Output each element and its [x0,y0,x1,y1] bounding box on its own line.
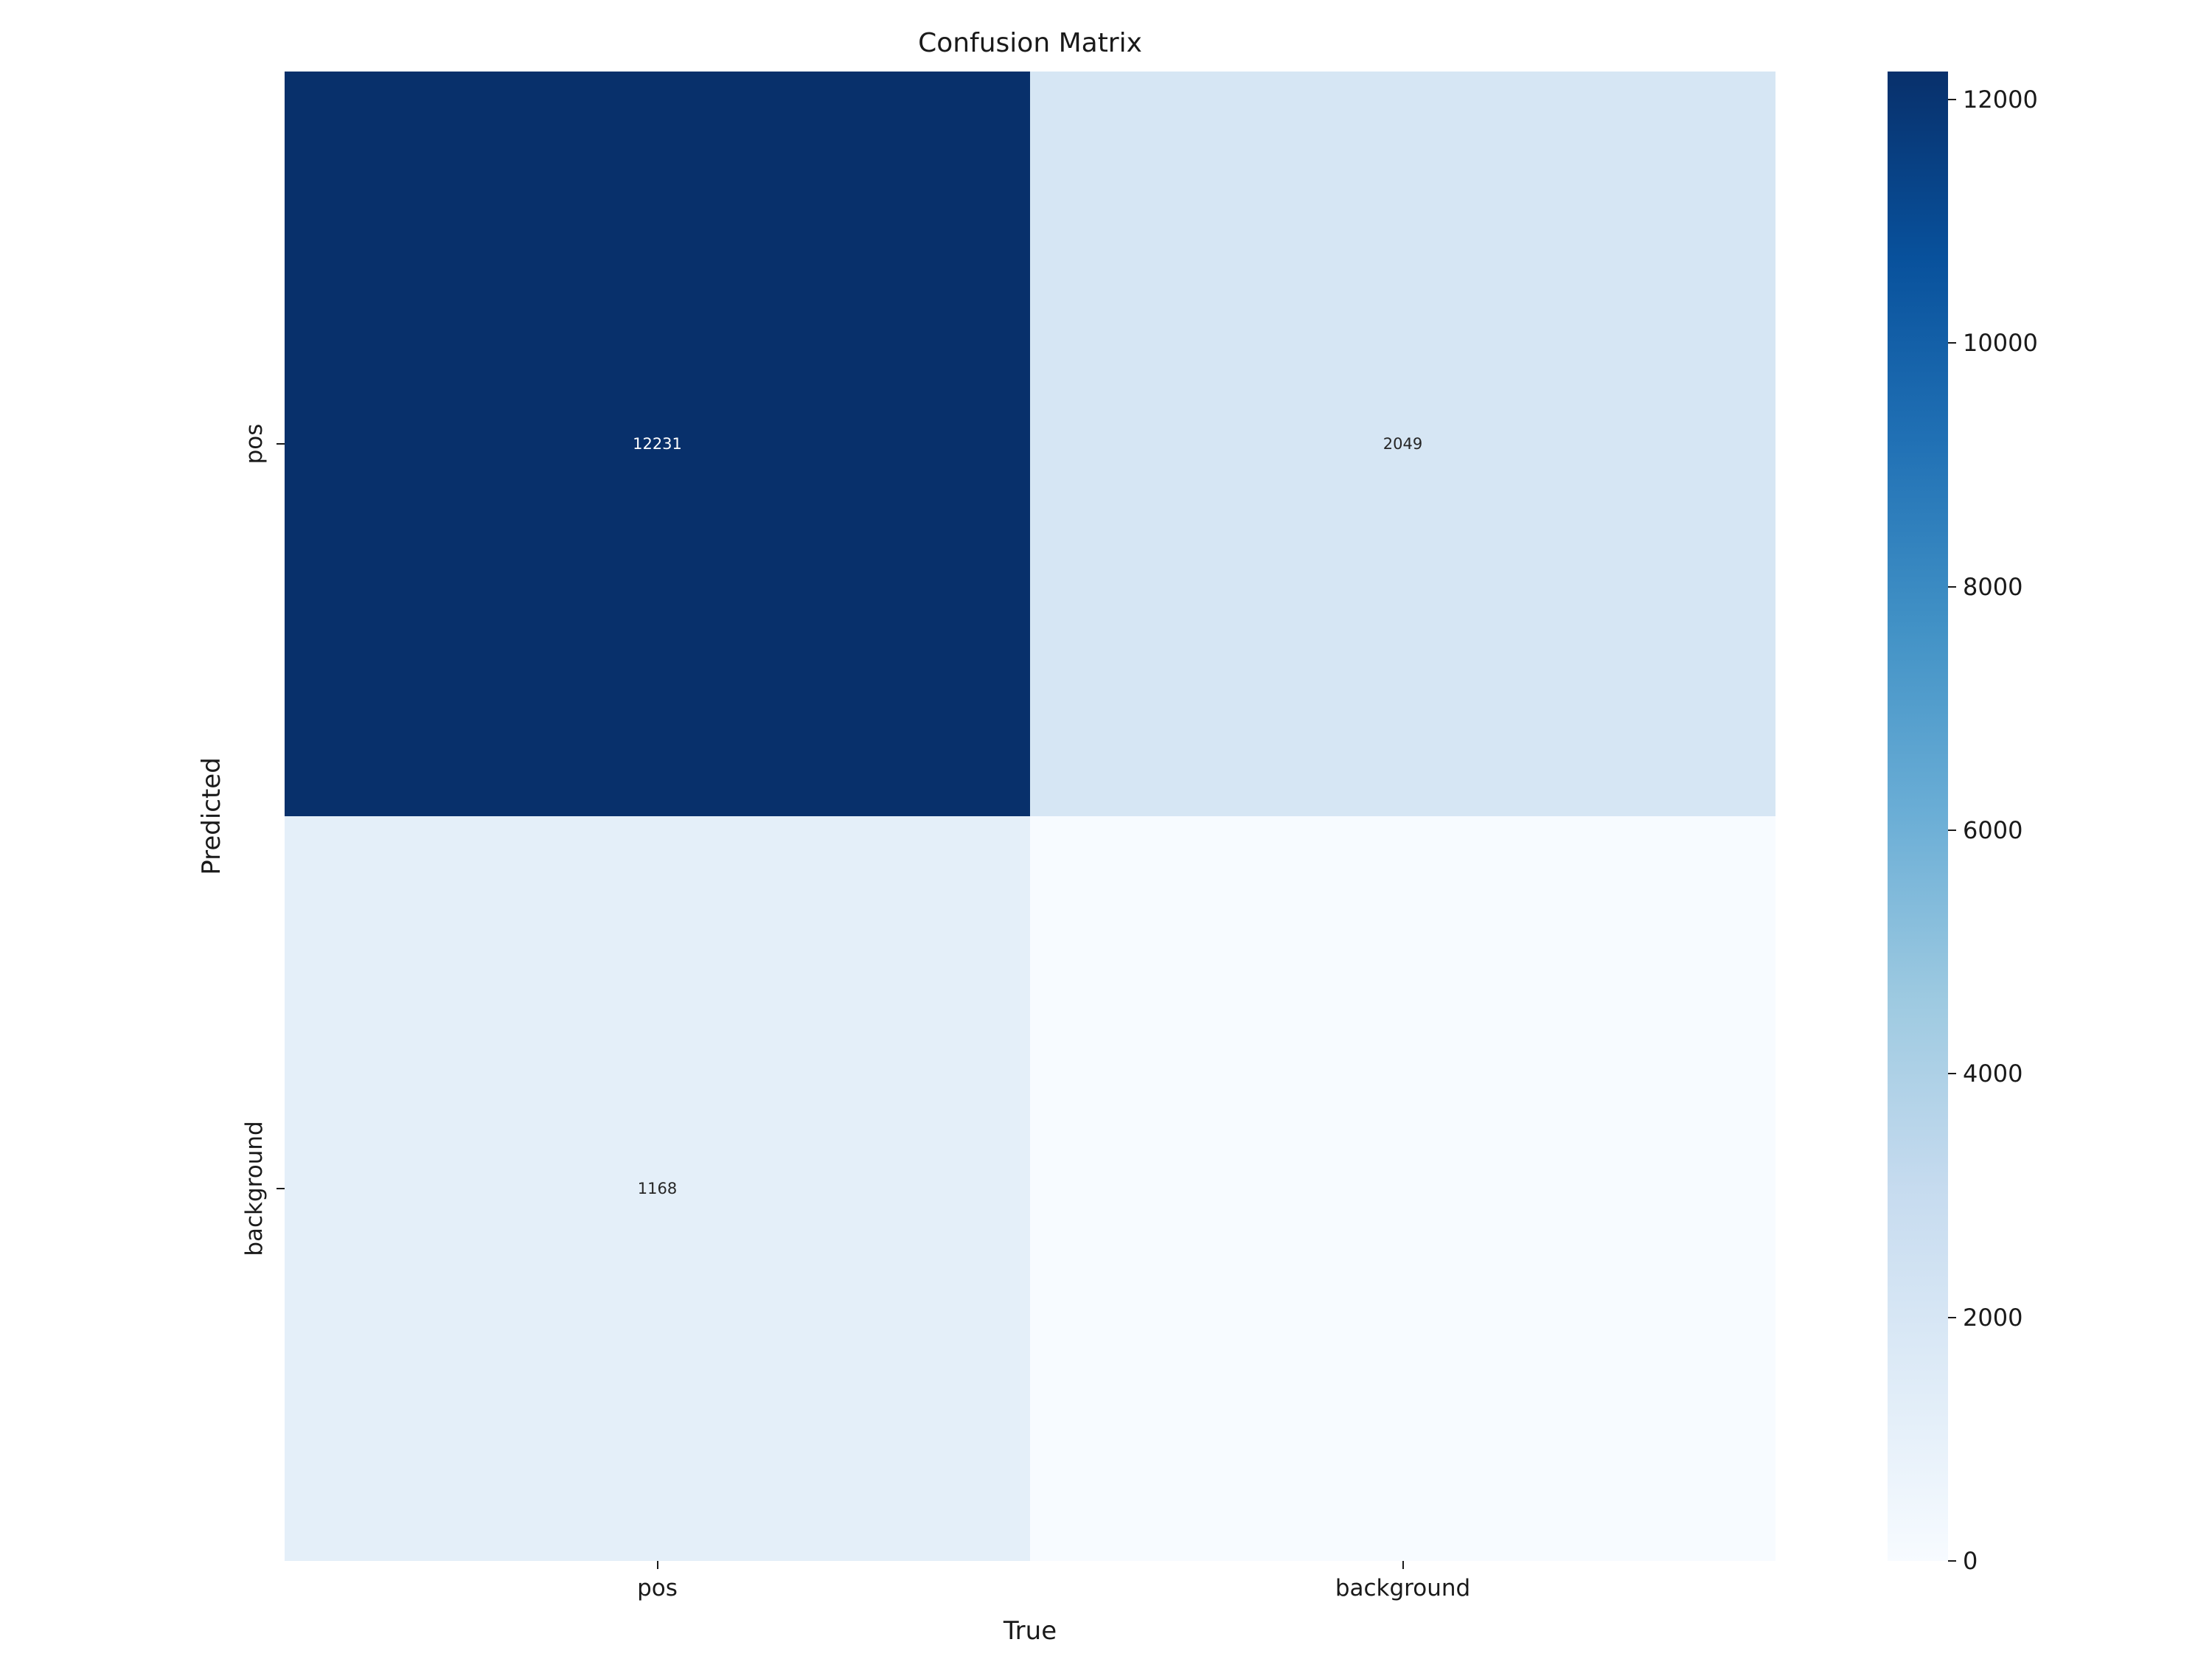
colorbar-tick-mark [1948,830,1956,832]
colorbar [1888,72,1948,1561]
heatmap-cell [1030,816,1775,1561]
cell-annotation: 12231 [633,434,682,453]
colorbar-tick-label: 8000 [1963,572,2023,601]
colorbar-tick-label: 0 [1963,1547,1978,1575]
x-tick-mark [1402,1561,1404,1569]
y-axis-label: Predicted [197,757,226,875]
cell-annotation: 2049 [1382,434,1423,453]
y-tick-mark [276,443,285,445]
x-axis-label: True [1003,1616,1057,1646]
y-tick-label: pos [241,423,268,465]
colorbar-tick-mark [1948,1316,1956,1318]
heatmap-cell: 12231 [285,72,1030,816]
colorbar-tick-label: 6000 [1963,816,2023,845]
y-tick-label: background [241,1121,268,1256]
heatmap-cell: 2049 [1030,72,1775,816]
colorbar-tick-label: 10000 [1963,329,2038,358]
colorbar-tick-label: 2000 [1963,1303,2023,1332]
x-tick-label: background [1335,1575,1471,1601]
cell-annotation: 1168 [637,1179,678,1197]
colorbar-tick-mark [1948,585,1956,588]
colorbar-tick-mark [1948,99,1956,101]
x-tick-label: pos [637,1575,678,1601]
colorbar-tick-mark [1948,1560,1956,1562]
heatmap-cell: 1168 [285,816,1030,1561]
colorbar-tick-label: 4000 [1963,1060,2023,1088]
x-tick-mark [656,1561,658,1569]
colorbar-tick-mark [1948,1073,1956,1075]
colorbar-tick-mark [1948,342,1956,344]
colorbar-tick-label: 12000 [1963,86,2038,114]
y-tick-mark [276,1188,285,1189]
heatmap: 12231 2049 1168 [285,72,1775,1561]
chart-title: Confusion Matrix [918,28,1142,58]
